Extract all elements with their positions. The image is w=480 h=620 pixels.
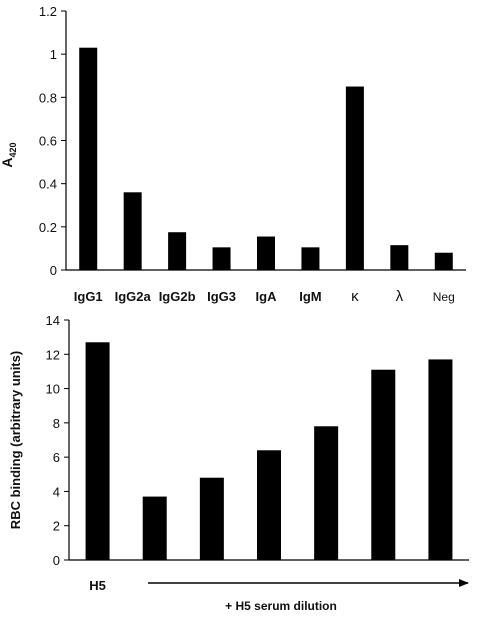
y-tick-label: 8 (53, 416, 60, 431)
y-tick-label: 1.2 (39, 4, 57, 19)
bar (390, 245, 409, 270)
category-label: IgG2b (159, 289, 196, 304)
bars (79, 47, 453, 271)
category-label: Neg (433, 290, 455, 304)
x-axis-categories: IgG1 IgG2a IgG2b IgG3 IgA IgM κ λ Neg (74, 288, 455, 305)
bar (199, 477, 224, 560)
y-tick-label: 0 (53, 553, 60, 568)
y-axis-ticks: 0 2 4 6 8 10 12 14 (46, 313, 69, 568)
x-axis-categories: H5 (89, 578, 106, 593)
y-tick-label: 0.8 (39, 90, 57, 105)
y-tick-label: 0 (50, 263, 57, 278)
category-label: κ (351, 288, 359, 305)
y-tick-label: 14 (46, 313, 60, 328)
y-axis-label: RBC binding (arbitrary units) (8, 351, 23, 529)
category-label: IgM (299, 289, 321, 304)
y-tick-label: 2 (53, 519, 60, 534)
bar (257, 450, 281, 560)
category-label: IgA (256, 289, 278, 304)
isotype-bar-chart: 00.20.40.60.811.2 IgG1 IgG2a IgG2b IgG3 IgA I… (0, 4, 466, 305)
y-tick-label: 1 (50, 47, 57, 62)
bar (371, 369, 396, 560)
rbc-binding-bar-chart: 0 2 4 6 8 10 12 14 H5 RBC binding (arbitrary un… (8, 313, 469, 613)
bar (123, 192, 142, 270)
bar (345, 86, 364, 271)
category-label: H5 (89, 578, 106, 593)
y-tick-label: 6 (53, 450, 60, 465)
bar (257, 236, 275, 270)
bar (168, 232, 187, 270)
y-tick-label: 0.4 (39, 177, 57, 192)
bar (428, 359, 453, 560)
y-tick-label: 10 (46, 382, 60, 397)
y-tick-label: 0.6 (39, 134, 57, 149)
category-label: λ (396, 288, 404, 305)
category-label: IgG3 (207, 289, 236, 304)
bars (85, 342, 453, 560)
bar (85, 342, 110, 560)
bar (212, 247, 231, 270)
y-tick-label: 4 (53, 484, 60, 499)
bar (434, 252, 453, 270)
bar (301, 247, 320, 270)
category-label: IgG2a (115, 289, 152, 304)
bar (79, 47, 98, 270)
y-axis-label: A420 (0, 142, 18, 167)
bar (314, 426, 339, 560)
y-tick-label: 12 (46, 347, 60, 362)
category-label: IgG1 (74, 289, 103, 304)
bar (142, 496, 167, 560)
y-tick-label: 0.2 (39, 220, 57, 235)
y-axis-ticks: 0 0.2 0.4 0.6 0.8 1 1.2 (39, 4, 66, 278)
x-axis-label: + H5 serum dilution (225, 599, 337, 613)
